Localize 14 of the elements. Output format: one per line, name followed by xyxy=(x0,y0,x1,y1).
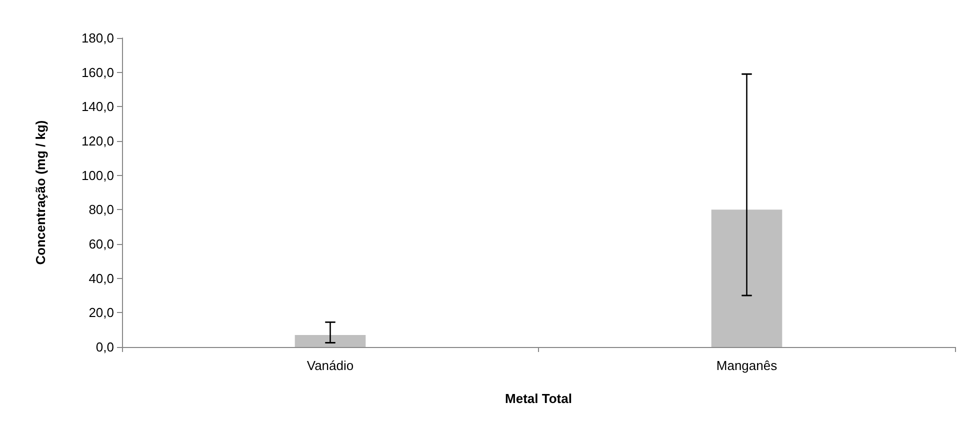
y-tick-label: 100,0 xyxy=(81,168,114,183)
y-tick-label: 120,0 xyxy=(81,134,114,148)
x-axis-title: Metal Total xyxy=(505,391,572,406)
y-tick-label: 40,0 xyxy=(88,270,114,286)
y-tick-label: 180,0 xyxy=(81,30,114,46)
y-tick-label: 160,0 xyxy=(81,64,114,80)
y-tick-label: 20,0 xyxy=(88,305,114,320)
y-tick-label: 80,0 xyxy=(88,202,114,218)
x-tick-label: Vanádio xyxy=(306,358,354,373)
x-tick-label: Manganês xyxy=(716,358,778,373)
y-tick-label: 0,0 xyxy=(96,340,114,354)
y-tick-label: 60,0 xyxy=(88,236,114,252)
y-tick-label: 140,0 xyxy=(81,99,114,114)
y-axis-title: Concentração (mg / kg) xyxy=(33,120,48,265)
